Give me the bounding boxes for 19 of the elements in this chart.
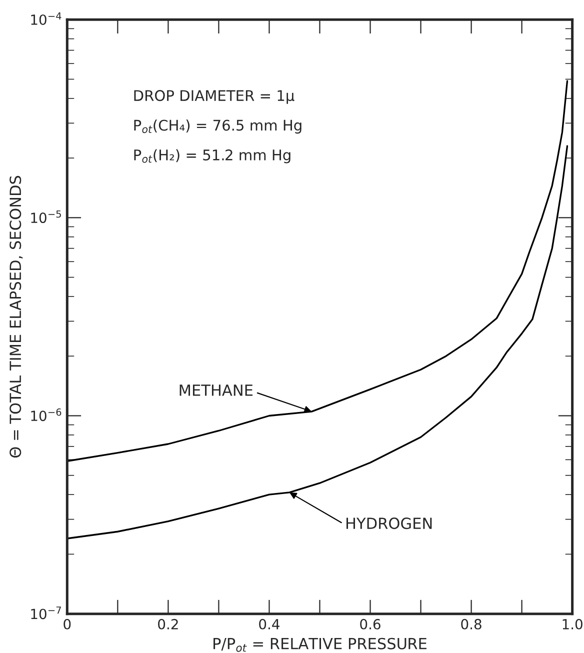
y-axis-title: Θ = TOTAL TIME ELAPSED, SECONDS xyxy=(10,176,23,458)
x-tick-label: 1.0 xyxy=(562,618,582,630)
line-series xyxy=(67,80,568,462)
x-tick-label: 0.6 xyxy=(360,618,380,630)
text: HYDROGEN xyxy=(346,518,432,530)
annotation: P$_{ot}$(CH₄) = 76.5 mm Hg xyxy=(134,119,302,134)
x-axis-title: P/P$_{ot}$ = RELATIVE PRESSURE xyxy=(214,638,426,652)
y-tick-label: 10$^{−5}$ xyxy=(31,210,61,224)
line-series xyxy=(67,145,568,540)
x-tick-label: 0.4 xyxy=(259,618,280,630)
series-label: METHANE xyxy=(180,384,253,396)
y-tick-label: 10$^{−7}$ xyxy=(31,606,61,620)
x-tick-label: 0.8 xyxy=(461,618,482,630)
annotation: P$_{ot}$(H₂) = 51.2 mm Hg xyxy=(134,149,290,164)
x-tick-label: 0.2 xyxy=(158,618,178,630)
annotation: DROP DIAMETER = 1μ xyxy=(134,90,294,104)
y-tick-label: 10$^{−4}$ xyxy=(31,12,62,25)
x-tick-label: 0 xyxy=(64,618,71,630)
y-tick-label: 10$^{−6}$ xyxy=(31,408,62,422)
